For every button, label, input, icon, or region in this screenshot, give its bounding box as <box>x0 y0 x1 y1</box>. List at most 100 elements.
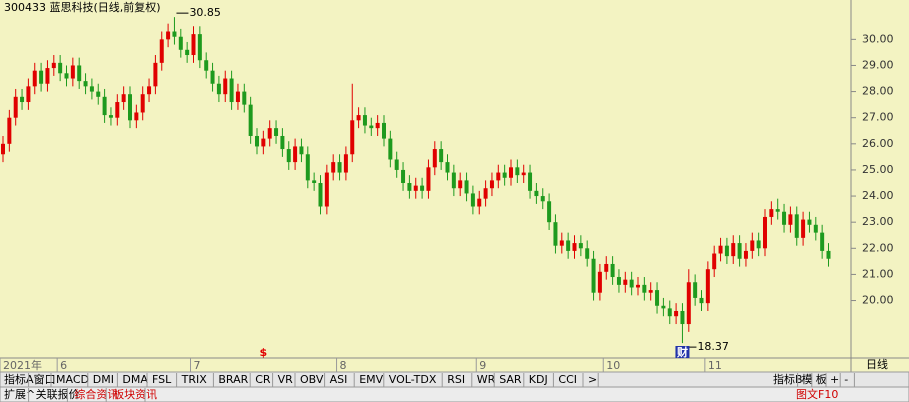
candle-body <box>705 269 710 304</box>
candle-body <box>432 149 437 168</box>
tab[interactable]: DMA <box>122 373 148 386</box>
tab[interactable]: - <box>844 373 848 386</box>
candle-body <box>680 310 685 325</box>
tab[interactable]: 关联报价 <box>36 387 80 401</box>
candle-body <box>115 102 120 118</box>
x-tick-label: 10 <box>606 359 620 372</box>
candle-body <box>178 36 183 50</box>
tab[interactable]: CCI <box>558 373 577 386</box>
f10-tab[interactable]: 图文F10 <box>796 387 838 401</box>
tab[interactable]: VR <box>278 373 294 386</box>
candle-body <box>674 310 679 317</box>
candle-body <box>274 128 279 136</box>
candle-body <box>39 70 44 84</box>
candle-body <box>750 240 755 251</box>
candle-body <box>197 34 202 61</box>
tab[interactable]: DMI <box>93 373 114 386</box>
candle-body <box>420 185 425 191</box>
tab[interactable]: 指标A <box>4 372 34 386</box>
candle-body <box>521 172 526 176</box>
candle-body <box>382 122 386 139</box>
period-label[interactable]: 日线 <box>866 357 888 371</box>
candle-body <box>153 62 158 87</box>
candle-body <box>229 78 234 103</box>
candle-body <box>242 91 247 105</box>
tab[interactable]: KDJ <box>529 373 548 386</box>
tab[interactable]: TRIX <box>181 373 208 386</box>
candle-body <box>299 146 304 155</box>
candle-body <box>121 94 126 103</box>
tab[interactable]: CR <box>255 373 271 386</box>
candle-body <box>261 138 266 147</box>
tab[interactable]: 扩展^ <box>4 387 35 401</box>
y-tick-label: 28.00 <box>862 85 894 98</box>
x-tick-label: 9 <box>479 359 486 372</box>
tab[interactable]: WR <box>477 373 496 386</box>
candle-body <box>128 94 132 121</box>
candle-body <box>451 172 456 189</box>
tab[interactable]: 综合资讯 <box>74 387 118 401</box>
tab[interactable]: > <box>588 373 597 386</box>
candle-body <box>528 172 533 191</box>
candle-body <box>255 135 259 147</box>
x-tick-label: 11 <box>708 359 722 372</box>
candle-body <box>686 282 691 325</box>
candle-body <box>89 86 94 92</box>
y-tick-label: 24.00 <box>862 189 894 202</box>
candle-body <box>407 183 412 191</box>
tab[interactable]: 指标B <box>773 372 803 386</box>
y-tick-label: 22.00 <box>862 241 894 254</box>
chart-title: 300433 蓝思科技(日线,前复权) <box>4 0 161 14</box>
y-tick-label: 26.00 <box>862 137 894 150</box>
candle-body <box>509 167 513 178</box>
candle-body <box>172 31 177 37</box>
candle-body <box>470 193 475 207</box>
tab[interactable]: 窗口 <box>34 372 56 386</box>
annotation-label: 18.37 <box>697 340 729 353</box>
tab[interactable]: BRAR <box>218 373 248 386</box>
candle-body <box>305 154 310 181</box>
tab[interactable]: MACD <box>56 373 89 386</box>
candle-body <box>70 65 75 79</box>
x-tick-label: 6 <box>60 359 67 372</box>
tab[interactable]: 板块资讯 <box>113 387 157 401</box>
candle-body <box>496 172 501 181</box>
candle-body <box>375 122 380 129</box>
candle-body <box>13 96 18 118</box>
tab[interactable]: FSL <box>152 373 172 386</box>
candle-body <box>724 245 729 257</box>
candle-body <box>267 128 272 139</box>
candle-body <box>77 65 82 82</box>
tab[interactable]: ASI <box>330 373 348 386</box>
candle-body <box>572 243 577 251</box>
marker[interactable]: 财 <box>676 345 688 359</box>
candle-body <box>331 162 336 173</box>
candle-body <box>693 282 698 298</box>
tab[interactable]: VOL-TDX <box>389 373 437 386</box>
x-tick-label: 8 <box>340 359 347 372</box>
tab[interactable]: 板 <box>816 372 827 386</box>
candle-body <box>540 196 545 202</box>
tab[interactable]: EMV <box>359 373 383 386</box>
tab[interactable]: RSI <box>447 373 465 386</box>
tab[interactable]: 模 <box>802 373 813 386</box>
candle-body <box>483 188 488 199</box>
candle-body <box>737 243 742 259</box>
candle-body <box>394 159 399 170</box>
candle-body <box>699 297 704 304</box>
candle-body <box>464 180 469 194</box>
candle-body <box>58 62 63 74</box>
candle-body <box>210 70 215 84</box>
candle-body <box>32 70 37 87</box>
candle-body <box>337 162 342 173</box>
x-tick-label: 7 <box>194 359 201 372</box>
candle-body <box>769 209 774 217</box>
candle-body <box>661 305 666 309</box>
candle-body <box>7 117 12 144</box>
candle-body <box>166 31 171 40</box>
tab[interactable]: OBV <box>300 373 324 386</box>
tab[interactable]: + <box>830 373 839 386</box>
marker[interactable]: $ <box>260 346 268 359</box>
tab[interactable]: SAR <box>499 373 522 386</box>
candle-body <box>610 263 615 278</box>
